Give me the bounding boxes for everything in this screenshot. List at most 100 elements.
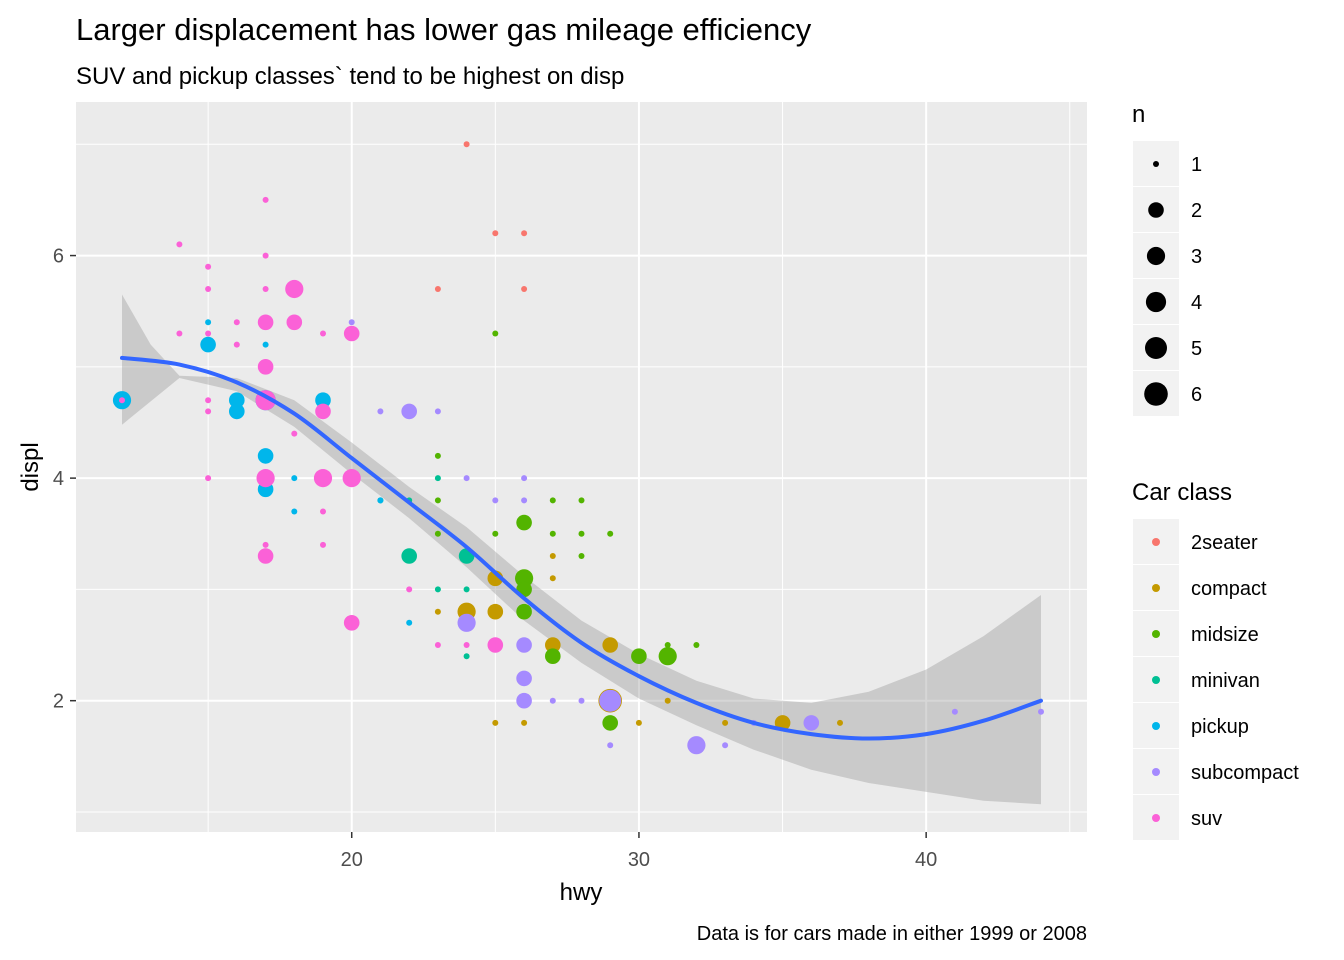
chart-subtitle: SUV and pickup classes` tend to be highe…: [76, 63, 624, 90]
data-point-compact: [635, 719, 642, 726]
data-point-subcompact: [401, 403, 418, 420]
data-point-midsize: [631, 648, 647, 664]
data-point-suv: [487, 637, 504, 653]
data-point-midsize: [492, 530, 499, 537]
data-point-midsize: [516, 603, 532, 620]
color-legend-label: 2seater: [1191, 532, 1258, 554]
color-legend-label: midsize: [1191, 624, 1259, 646]
data-point-suv: [342, 469, 361, 488]
plot-panel: [76, 102, 1087, 832]
data-point-subcompact: [516, 692, 532, 709]
data-point-subcompact: [951, 708, 958, 715]
size-legend-symbol: [1144, 382, 1168, 406]
data-point-subcompact: [377, 408, 384, 415]
data-point-midsize: [549, 530, 556, 537]
data-point-minivan: [434, 586, 441, 593]
x-tick-label: 30: [628, 849, 650, 871]
data-point-pickup: [406, 619, 413, 626]
data-point-suv: [205, 397, 212, 404]
color-legend-label: compact: [1191, 578, 1267, 600]
data-point-subcompact: [607, 742, 614, 749]
data-point-midsize: [693, 642, 700, 648]
data-point-compact: [837, 719, 843, 726]
data-point-suv: [257, 359, 274, 375]
smooth-band: [122, 294, 1041, 805]
color-legend-swatch: [1152, 630, 1160, 638]
data-point-compact: [549, 575, 556, 582]
data-point-suv: [205, 330, 212, 337]
data-point-pickup: [291, 508, 298, 515]
size-legend-symbol: [1145, 337, 1167, 359]
data-point-midsize: [602, 715, 618, 731]
data-point-compact: [434, 608, 441, 615]
color-legend-swatch: [1152, 676, 1160, 684]
data-point-midsize: [607, 530, 614, 537]
x-tick-label: 40: [915, 849, 937, 871]
data-point-pickup: [200, 336, 216, 353]
data-point-2seater: [521, 286, 528, 292]
data-point-midsize: [545, 648, 561, 664]
data-point-suv: [291, 430, 298, 437]
data-point-suv: [343, 615, 360, 631]
data-point-minivan: [434, 475, 441, 482]
data-point-suv: [406, 586, 413, 593]
x-axis: 20 30 40: [341, 832, 937, 871]
y-axis: 2 4 6: [53, 246, 76, 713]
data-point-suv: [262, 286, 269, 292]
data-point-compact: [602, 637, 618, 653]
data-point-midsize: [578, 530, 585, 537]
data-point-suv: [257, 314, 274, 331]
data-point-subcompact: [492, 497, 499, 504]
size-legend-label: 2: [1191, 200, 1202, 222]
smooth-trend-line: [120, 355, 1043, 741]
data-point-suv: [205, 408, 212, 415]
size-legend-label: 5: [1191, 338, 1202, 360]
y-tick-label: 2: [53, 691, 64, 713]
data-point-suv: [176, 330, 183, 337]
color-legend-label: suv: [1191, 808, 1222, 830]
data-point-subcompact: [687, 736, 706, 755]
data-point-midsize: [549, 497, 556, 504]
data-point-suv: [286, 314, 303, 331]
x-axis-label: hwy: [560, 879, 603, 906]
data-point-compact: [549, 553, 556, 559]
data-point-suv: [262, 252, 269, 259]
size-legend: n 1 2 3 4 5 6: [1132, 101, 1202, 416]
data-point-suv: [320, 508, 326, 515]
data-point-suv: [205, 475, 212, 482]
size-legend-label: 1: [1191, 154, 1202, 176]
data-point-minivan: [463, 653, 470, 660]
data-point-subcompact: [516, 670, 532, 687]
data-point-subcompact: [463, 475, 470, 482]
data-point-pickup: [229, 392, 245, 409]
data-point-midsize: [516, 514, 532, 531]
chart-title: Larger displacement has lower gas mileag…: [76, 12, 812, 47]
data-point-suv: [233, 319, 240, 326]
data-point-subcompact: [348, 319, 355, 326]
data-point-midsize: [664, 642, 671, 648]
data-point-pickup: [377, 497, 384, 504]
size-legend-symbol: [1146, 246, 1166, 266]
data-point-compact: [487, 603, 504, 620]
data-point-compact: [545, 637, 561, 653]
data-point-suv: [285, 279, 304, 299]
smooth-line: [120, 355, 1043, 741]
y-tick-label: 6: [53, 246, 64, 268]
chart-caption: Data is for cars made in either 1999 or …: [697, 923, 1087, 945]
data-point-midsize: [515, 569, 534, 588]
color-legend-swatch: [1152, 814, 1160, 822]
color-legend-swatch: [1152, 722, 1160, 730]
data-point-minivan: [401, 548, 418, 564]
data-point-subcompact: [434, 408, 441, 415]
data-point-suv: [320, 330, 326, 337]
data-point-subcompact: [549, 697, 556, 704]
data-point-midsize: [578, 497, 585, 504]
data-point-compact: [722, 719, 729, 726]
size-legend-symbol: [1153, 161, 1159, 167]
size-legend-label: 6: [1191, 384, 1202, 406]
data-point-pickup: [205, 319, 212, 326]
data-point-pickup: [315, 392, 331, 409]
data-point-subcompact: [457, 613, 476, 632]
color-legend-label: minivan: [1191, 670, 1260, 692]
data-point-suv: [205, 286, 212, 292]
